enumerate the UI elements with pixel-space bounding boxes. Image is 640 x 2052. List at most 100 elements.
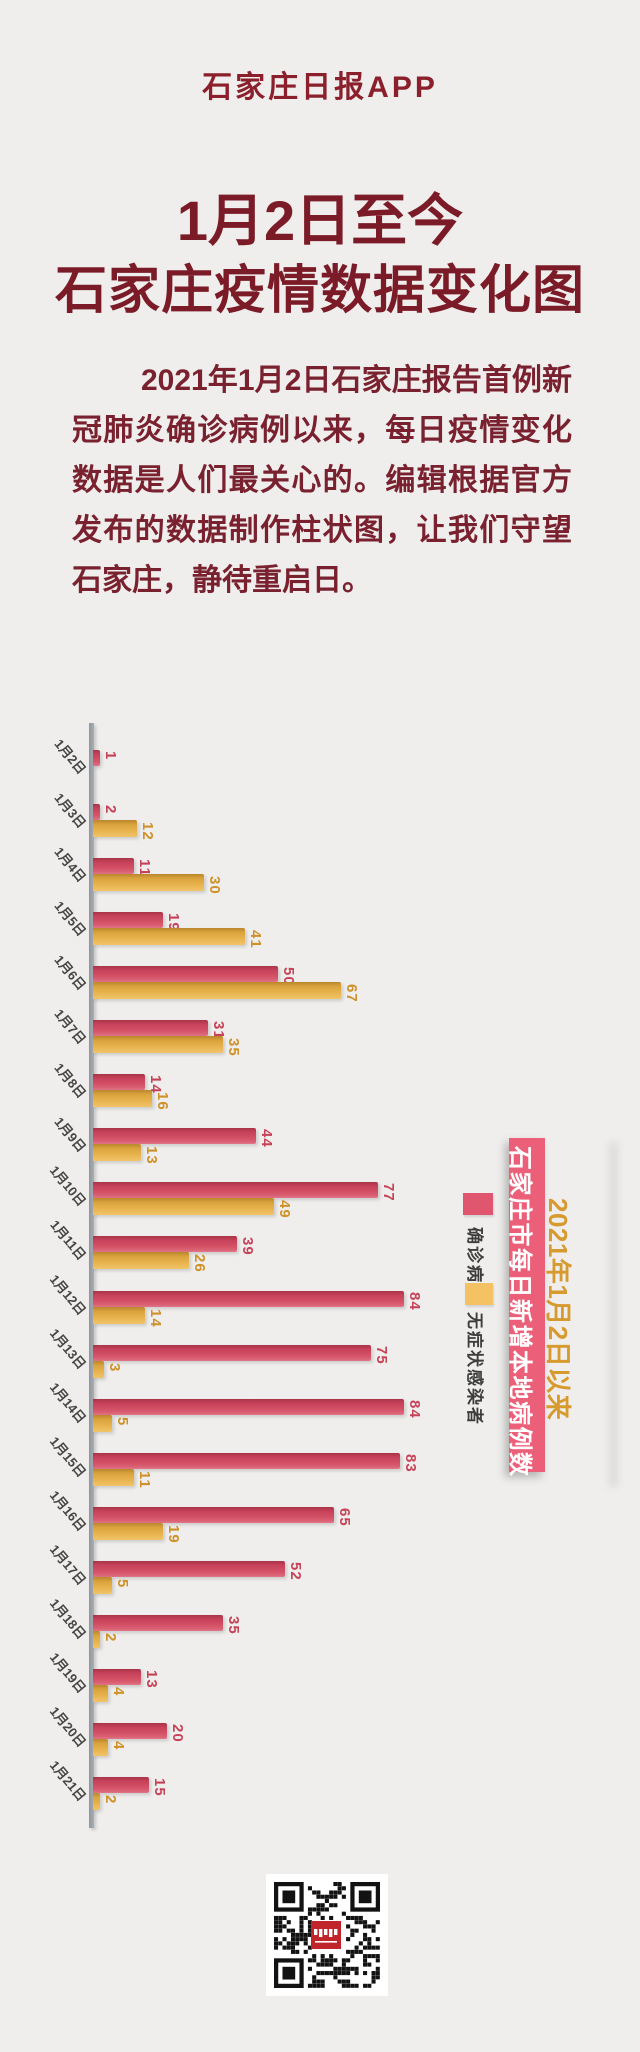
asymptomatic-bar: [93, 1793, 100, 1810]
chart-title-banner: 石家庄市每日新增本地病例数: [506, 1138, 545, 1478]
date-label: 1月8日: [51, 1060, 89, 1101]
confirmed-value-label: 35: [225, 1616, 242, 1635]
confirmed-bar: [93, 1236, 237, 1252]
asymptomatic-value-label: 12: [139, 822, 156, 841]
legend-swatch-asymptomatic: [465, 1283, 493, 1305]
banner-drop-shadow: [609, 1142, 618, 1487]
chart-title-text: 石家庄市每日新增本地病例数: [506, 1146, 533, 1478]
asymptomatic-bar: [93, 1739, 108, 1756]
asymptomatic-bar: [93, 982, 341, 999]
asymptomatic-value-label: 5: [114, 1579, 131, 1589]
confirmed-value-label: 2: [102, 805, 119, 815]
date-label: 1月6日: [51, 952, 89, 993]
confirmed-value-label: 39: [239, 1237, 256, 1256]
confirmed-value-label: 13: [143, 1670, 160, 1689]
asymptomatic-value-label: 2: [102, 1795, 119, 1805]
page-title-line2: 石家庄疫情数据变化图: [54, 262, 585, 320]
asymptomatic-value-label: 2: [102, 1633, 119, 1643]
date-label: 1月17日: [46, 1541, 89, 1588]
asymptomatic-bar: [93, 1685, 108, 1702]
confirmed-bar: [93, 1777, 149, 1793]
asymptomatic-value-label: 30: [206, 876, 223, 895]
confirmed-bar: [93, 1128, 256, 1144]
asymptomatic-value-label: 14: [147, 1309, 164, 1328]
asymptomatic-value-label: 67: [343, 984, 360, 1003]
date-label: 1月2日: [51, 736, 89, 777]
confirmed-bar: [93, 1453, 400, 1469]
date-label: 1月18日: [46, 1595, 89, 1642]
date-label: 1月14日: [46, 1379, 89, 1426]
asymptomatic-bar: [93, 1631, 100, 1648]
confirmed-bar: [93, 750, 100, 766]
asymptomatic-value-label: 5: [114, 1417, 131, 1427]
chart-subtitle-text: 2021年1月2日以来: [543, 1198, 573, 1421]
qr-code-pattern: [266, 1874, 388, 1996]
confirmed-value-label: 52: [287, 1562, 304, 1581]
asymptomatic-bar: [93, 1307, 145, 1324]
asymptomatic-value-label: 4: [110, 1687, 127, 1697]
confirmed-value-label: 75: [373, 1346, 390, 1365]
date-label: 1月12日: [46, 1271, 89, 1318]
chart-axis-line: [89, 723, 94, 1828]
date-label: 1月7日: [51, 1006, 89, 1047]
date-label: 1月5日: [51, 898, 89, 939]
date-label: 1月15日: [46, 1433, 89, 1480]
confirmed-value-label: 1: [102, 751, 119, 761]
asymptomatic-value-label: 16: [154, 1092, 171, 1111]
date-label: 1月19日: [46, 1649, 89, 1696]
asymptomatic-bar: [93, 874, 204, 891]
confirmed-bar: [93, 1399, 404, 1415]
asymptomatic-value-label: 41: [247, 930, 264, 949]
newspaper-logo: 石家庄日报APP: [202, 71, 438, 104]
confirmed-bar: [93, 1182, 378, 1198]
asymptomatic-value-label: 3: [106, 1363, 123, 1373]
asymptomatic-bar: [93, 820, 137, 837]
asymptomatic-value-label: 19: [165, 1525, 182, 1544]
confirmed-value-label: 44: [258, 1129, 275, 1148]
intro-paragraph: 2021年1月2日石家庄报告首例新冠肺炎确诊病例以来，每日疫情变化数据是人们最关…: [72, 364, 572, 597]
asymptomatic-bar: [93, 1144, 141, 1161]
confirmed-bar: [93, 1723, 167, 1739]
date-label: 1月4日: [51, 844, 89, 885]
asymptomatic-bar: [93, 1252, 189, 1269]
asymptomatic-value-label: 26: [191, 1254, 208, 1273]
asymptomatic-value-label: 35: [225, 1038, 242, 1057]
asymptomatic-value-label: 13: [143, 1146, 160, 1165]
confirmed-bar: [93, 1669, 141, 1685]
confirmed-bar: [93, 1020, 208, 1036]
date-label: 1月11日: [47, 1217, 89, 1263]
confirmed-value-label: 65: [336, 1508, 353, 1527]
asymptomatic-bar: [93, 928, 245, 945]
asymptomatic-value-label: 49: [276, 1200, 293, 1219]
asymptomatic-bar: [93, 1523, 163, 1540]
date-label: 1月20日: [46, 1703, 89, 1750]
asymptomatic-bar: [93, 1415, 112, 1432]
date-label: 1月10日: [46, 1162, 89, 1209]
legend-swatch-confirmed: [463, 1193, 493, 1215]
confirmed-bar: [93, 1615, 223, 1631]
confirmed-bar: [93, 966, 278, 982]
legend-label-asymptomatic: 无症状感染者: [465, 1312, 484, 1426]
confirmed-value-label: 84: [406, 1400, 423, 1419]
qr-code: [266, 1874, 388, 1996]
asymptomatic-bar: [93, 1036, 223, 1053]
confirmed-value-label: 83: [402, 1454, 419, 1473]
asymptomatic-bar: [93, 1198, 274, 1215]
confirmed-value-label: 77: [380, 1183, 397, 1202]
page-title-line1: 1月2日至今: [176, 189, 464, 252]
confirmed-bar: [93, 1074, 145, 1090]
confirmed-bar: [93, 858, 134, 874]
confirmed-value-label: 84: [406, 1292, 423, 1311]
asymptomatic-bar: [93, 1361, 104, 1378]
confirmed-bar: [93, 1291, 404, 1307]
confirmed-bar: [93, 1507, 334, 1523]
asymptomatic-bar: [93, 1090, 152, 1107]
asymptomatic-value-label: 4: [110, 1741, 127, 1751]
date-label: 1月21日: [46, 1757, 89, 1804]
confirmed-value-label: 15: [151, 1778, 168, 1797]
confirmed-bar: [93, 912, 163, 928]
date-label: 1月9日: [51, 1114, 89, 1155]
date-label: 1月3日: [51, 790, 89, 831]
asymptomatic-bar: [93, 1577, 112, 1594]
